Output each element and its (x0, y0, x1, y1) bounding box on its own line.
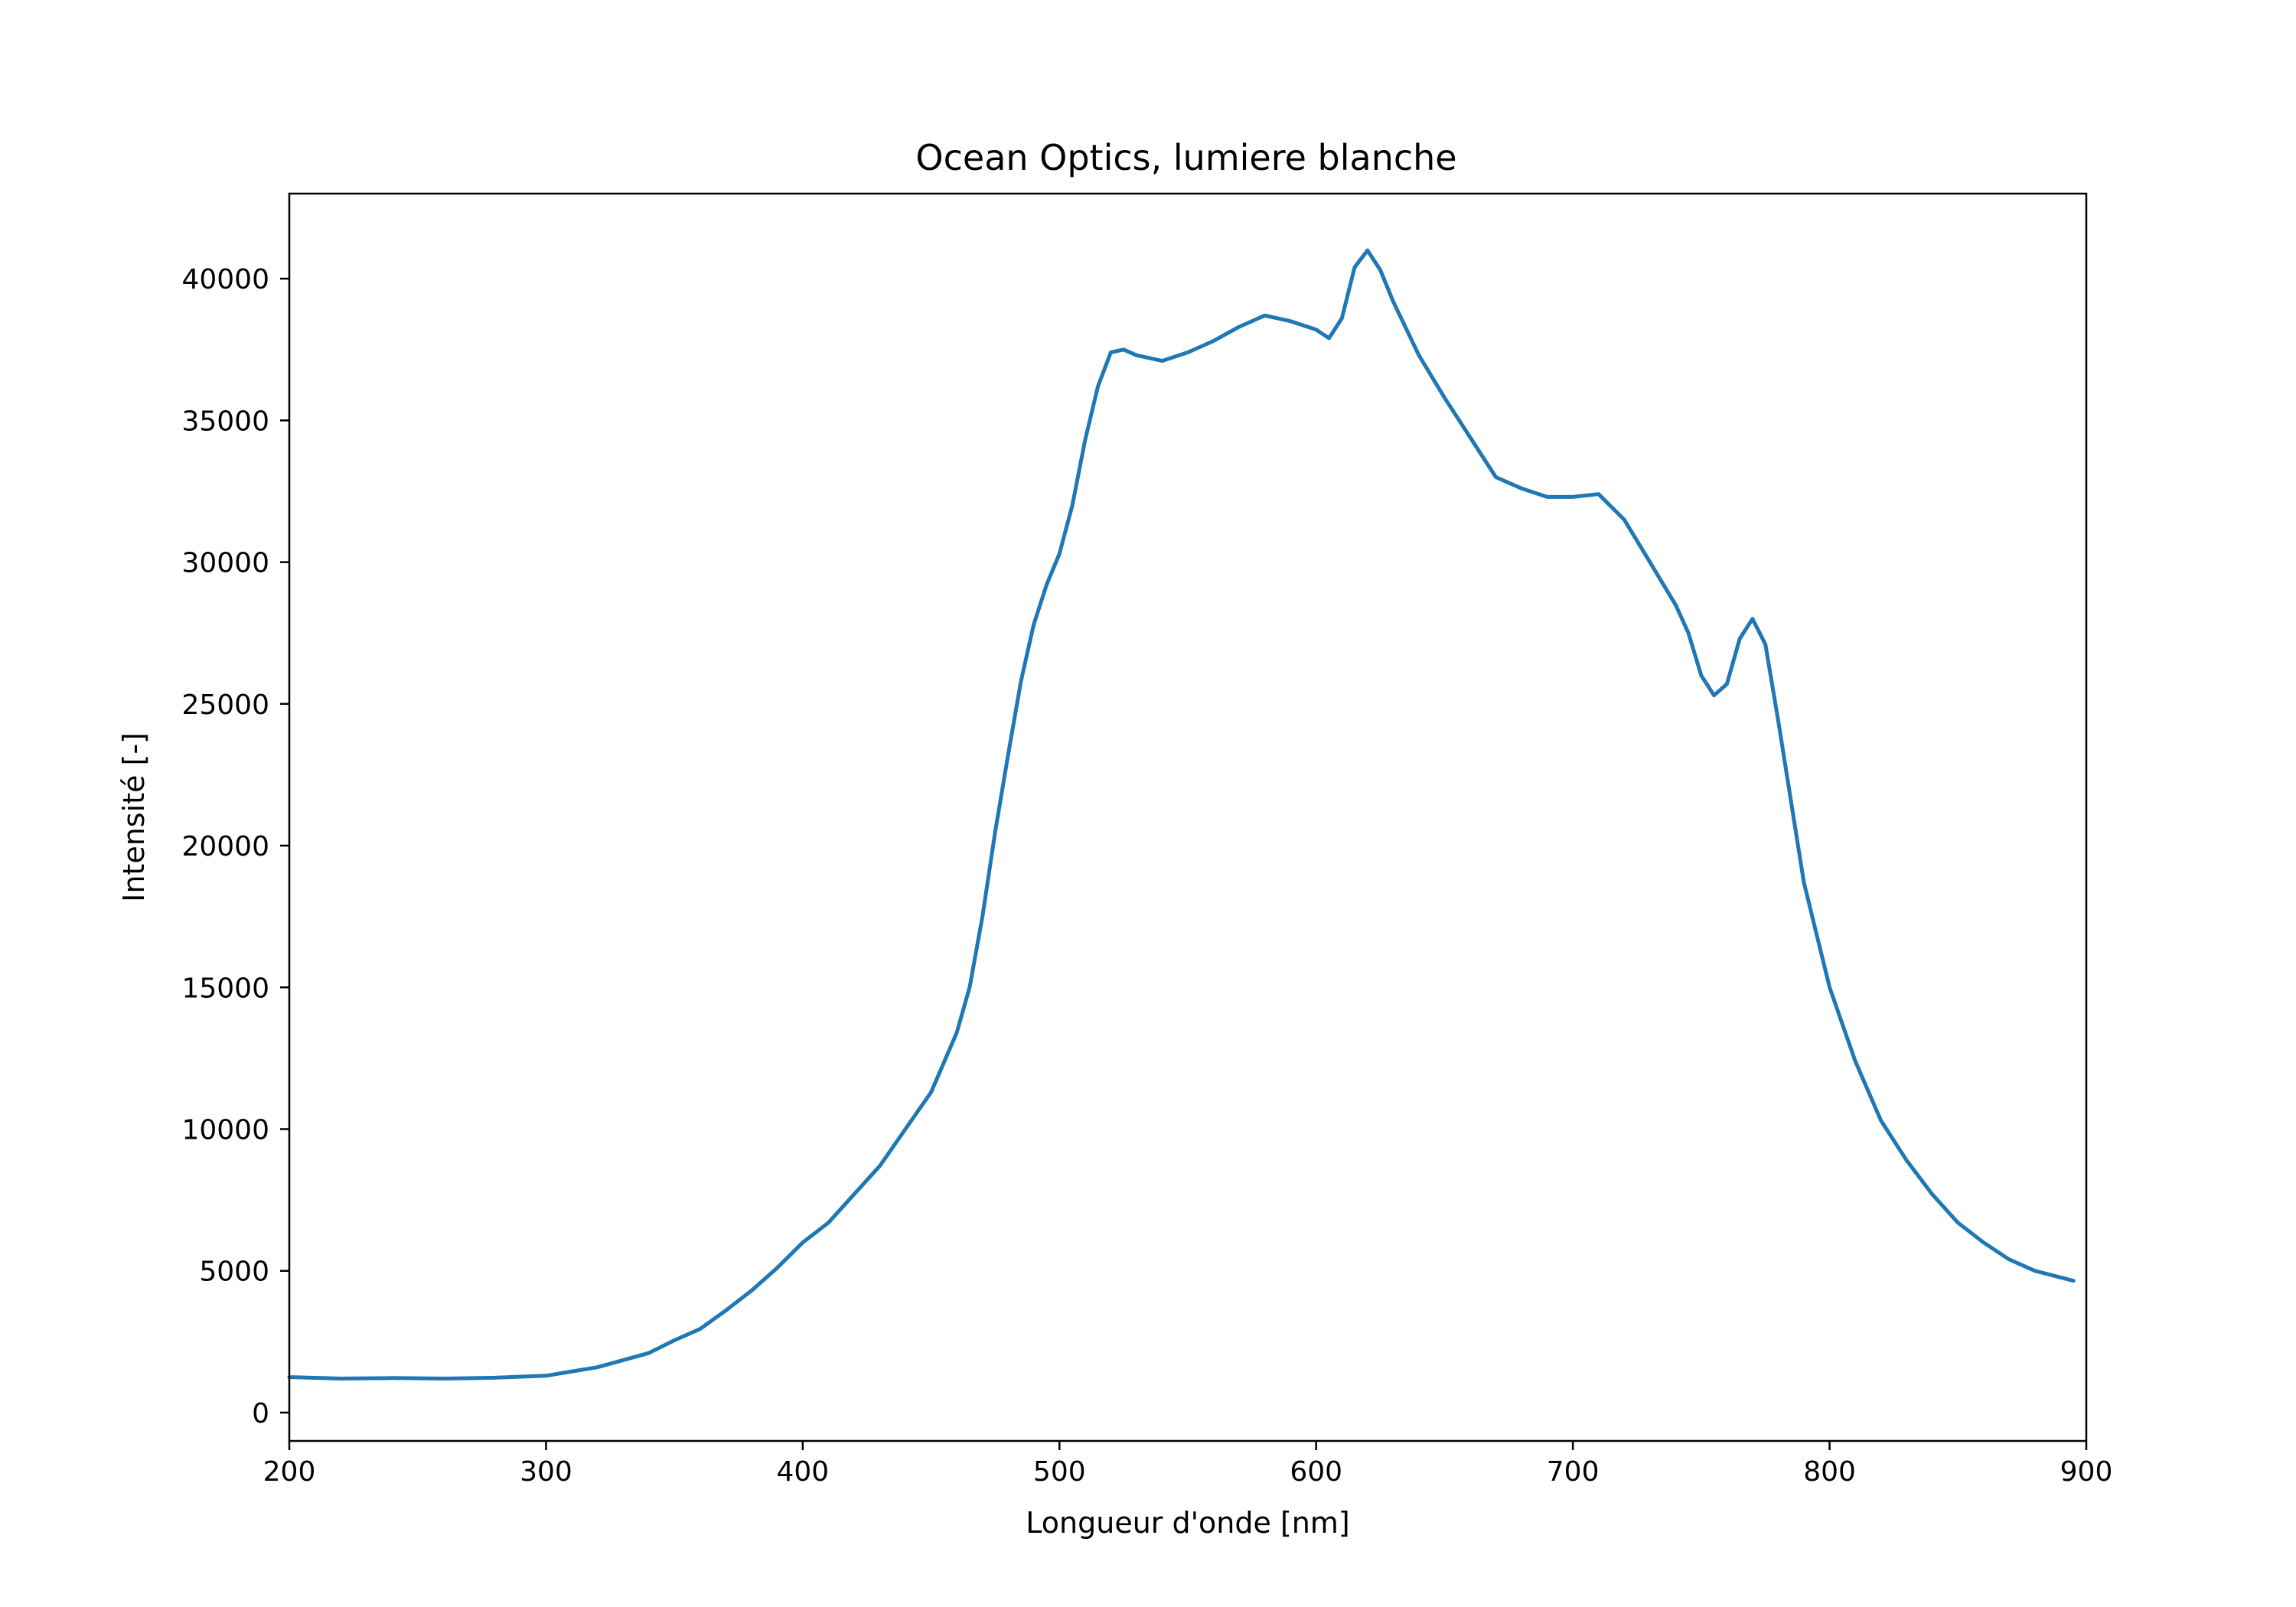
y-axis: 0 5000 10000 15000 20000 25000 30000 35000 40000 (181, 264, 289, 1429)
x-tick-label: 600 (1290, 1456, 1342, 1488)
y-tick-label: 40000 (181, 264, 269, 295)
x-axis-label: Longueur d'onde [nm] (1026, 1506, 1349, 1540)
y-tick-label: 25000 (181, 689, 269, 721)
x-tick-label: 400 (776, 1456, 829, 1488)
y-axis-label: Intensité [-] (117, 732, 151, 902)
series-layer (287, 248, 2076, 1380)
x-tick-label: 800 (1803, 1456, 1856, 1488)
plot-frame (288, 192, 2088, 1442)
y-tick-label: 30000 (181, 548, 269, 579)
x-tick-label: 500 (1033, 1456, 1086, 1488)
y-tick-label: 20000 (181, 831, 269, 862)
y-tick-label: 5000 (199, 1257, 269, 1288)
chart-title: Ocean Optics, lumiere blanche (915, 137, 1456, 178)
y-tick-label: 10000 (181, 1115, 269, 1146)
y-tick-label: 15000 (181, 973, 269, 1004)
plot-area (289, 194, 2086, 1441)
x-tick-label: 900 (2060, 1456, 2113, 1488)
x-tick-label: 200 (263, 1456, 316, 1488)
x-axis: 200 300 400 500 600 700 800 900 (263, 1441, 2113, 1488)
x-tick-label: 700 (1547, 1456, 1600, 1488)
y-tick-label: 0 (252, 1398, 269, 1429)
y-tick-label: 35000 (181, 406, 269, 437)
series-line (287, 248, 2076, 1380)
x-tick-label: 300 (520, 1456, 572, 1488)
